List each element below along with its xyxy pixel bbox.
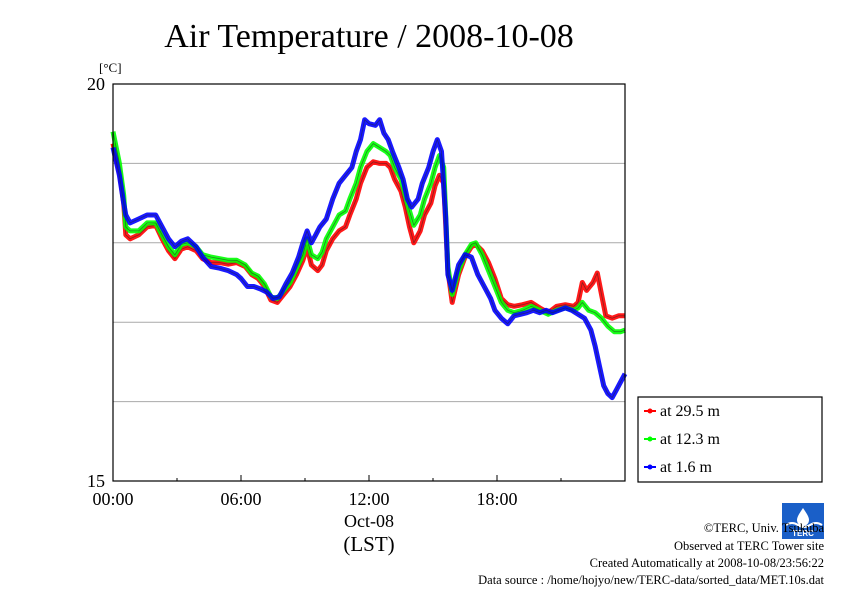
x-axis-label: (LST): [343, 532, 394, 556]
credit-created: Created Automatically at 2008-10-08/23:5…: [589, 556, 824, 570]
legend-marker: [647, 408, 653, 414]
credit-source: Data source : /home/hojyo/new/TERC-data/…: [478, 573, 824, 587]
x-tick-label: 00:00: [92, 489, 133, 509]
y-axis-unit: [°C]: [99, 60, 122, 75]
x-tick-label: 18:00: [476, 489, 517, 509]
series-line-core: [112, 119, 626, 399]
svg-text:TERC: TERC: [792, 529, 814, 538]
x-tick-label: 06:00: [220, 489, 261, 509]
series-2: [110, 117, 628, 401]
series-line-core: [112, 131, 626, 333]
series-group: [110, 117, 628, 401]
series-line-band: [110, 131, 626, 335]
series-line-band: [110, 143, 625, 321]
legend-marker: [647, 436, 653, 442]
legend-marker: [647, 464, 653, 470]
legend-label: at 29.5 m: [660, 403, 721, 420]
series-line-core: [112, 143, 625, 319]
y-tick-label: 20: [87, 74, 105, 94]
series-1: [110, 131, 626, 335]
x-axis-date-label: Oct-08: [344, 511, 394, 531]
legend-label: at 12.3 m: [660, 431, 721, 448]
grid-lines: [113, 162, 625, 403]
series-line-band: [110, 117, 628, 401]
series-0: [110, 143, 625, 321]
credit-site: Observed at TERC Tower site: [673, 539, 824, 553]
axis-ticks: 00:00 06:00 12:00 18:00 20 15: [87, 74, 626, 509]
y-tick-label: 15: [87, 471, 105, 491]
legend: at 29.5 m at 12.3 m at 1.6 m: [637, 396, 823, 483]
chart-title: Air Temperature / 2008-10-08: [164, 18, 574, 55]
x-tick-label: 12:00: [348, 489, 389, 509]
credit-copyright: ©TERC, Univ. Tsukuba: [703, 521, 824, 535]
terc-logo: TERC: [782, 503, 824, 539]
legend-label: at 1.6 m: [660, 459, 713, 476]
plot-frame: [112, 83, 626, 482]
legend-box: [637, 396, 823, 483]
